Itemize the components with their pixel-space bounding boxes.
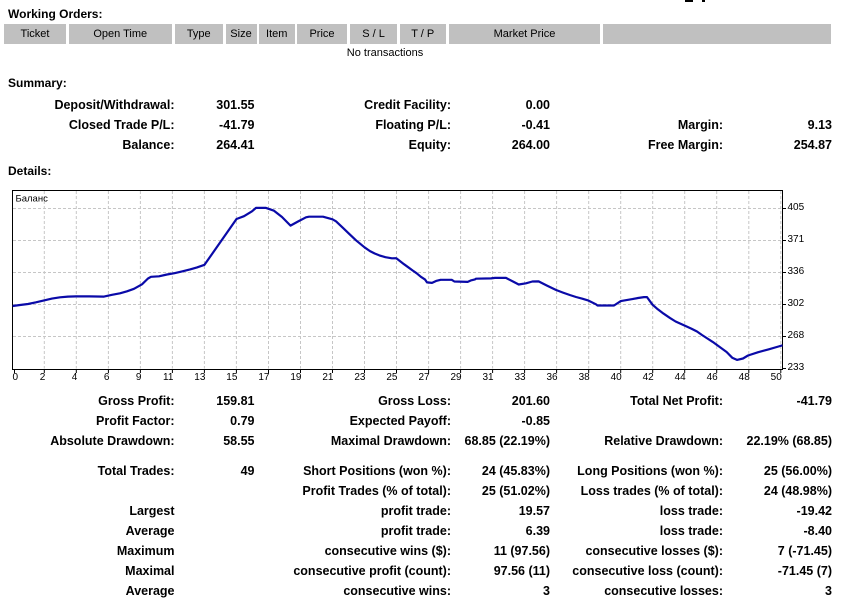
svg-text:405: 405 <box>788 202 805 213</box>
svg-text:0: 0 <box>13 372 19 383</box>
svg-text:38: 38 <box>579 372 591 383</box>
svg-text:Баланс: Баланс <box>16 194 49 205</box>
svg-text:46: 46 <box>707 372 719 383</box>
svg-text:29: 29 <box>450 372 462 383</box>
svg-text:50: 50 <box>771 372 783 383</box>
svg-text:2: 2 <box>40 372 46 383</box>
svg-text:6: 6 <box>104 372 110 383</box>
svg-text:23: 23 <box>354 372 366 383</box>
svg-text:9: 9 <box>136 372 142 383</box>
svg-text:33: 33 <box>514 372 526 383</box>
svg-text:13: 13 <box>194 372 206 383</box>
svg-text:44: 44 <box>675 372 687 383</box>
svg-text:11: 11 <box>163 372 174 383</box>
svg-text:371: 371 <box>788 234 805 245</box>
svg-text:233: 233 <box>788 362 805 373</box>
svg-text:4: 4 <box>72 372 78 383</box>
svg-text:31: 31 <box>482 372 494 383</box>
svg-text:48: 48 <box>739 372 751 383</box>
svg-text:42: 42 <box>643 372 655 383</box>
svg-text:302: 302 <box>788 298 805 309</box>
svg-text:17: 17 <box>258 372 270 383</box>
svg-text:36: 36 <box>546 372 558 383</box>
svg-text:15: 15 <box>226 372 238 383</box>
svg-text:27: 27 <box>418 372 430 383</box>
svg-text:336: 336 <box>788 266 805 277</box>
svg-text:40: 40 <box>611 372 623 383</box>
svg-text:268: 268 <box>788 330 805 341</box>
svg-text:21: 21 <box>322 372 334 383</box>
svg-text:25: 25 <box>386 372 398 383</box>
svg-text:19: 19 <box>290 372 302 383</box>
